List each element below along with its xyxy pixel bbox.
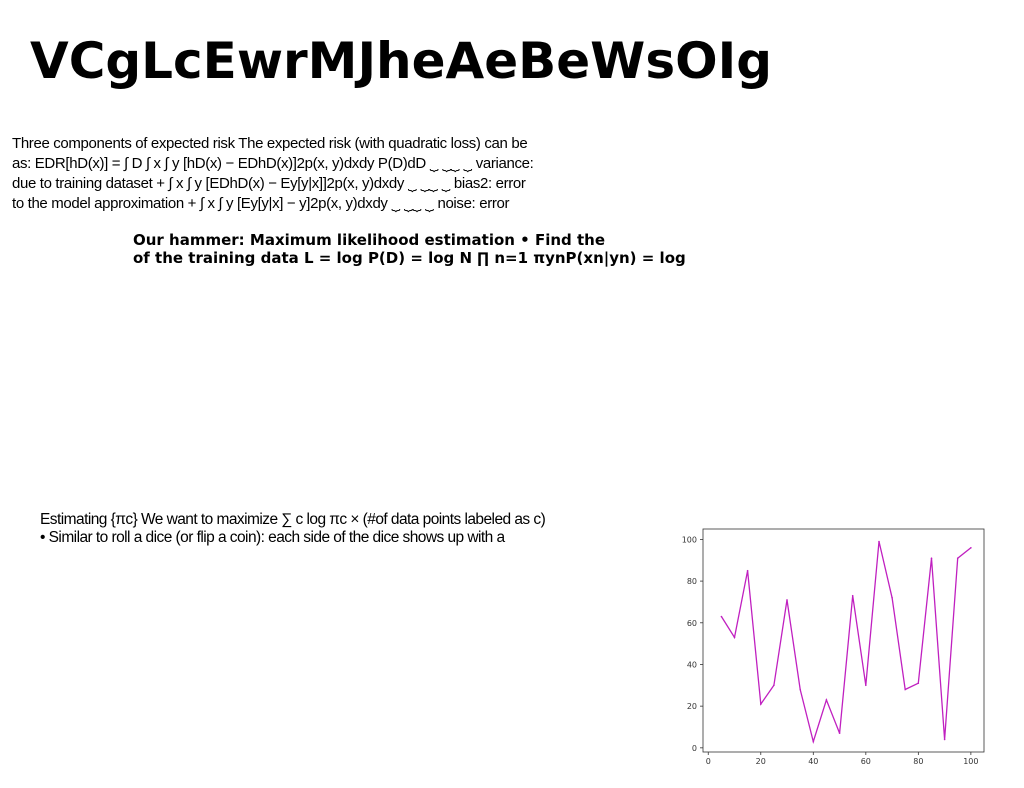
chart-ticks: 0 20 40 60 80 100 0 20 40 60 80 100 (682, 535, 979, 766)
data-point (720, 615, 723, 618)
expected-risk-paragraph: Three components of expected risk The ex… (12, 135, 534, 212)
x-tick-label: 20 (756, 757, 766, 766)
maximum-likelihood-paragraph: Our hammer: Maximum likelihood estimatio… (133, 231, 686, 267)
series-line (720, 541, 972, 744)
x-tick-label: 100 (963, 757, 978, 766)
data-point (878, 540, 880, 543)
data-point (917, 682, 920, 684)
x-tick-label: 0 (706, 757, 711, 766)
data-point (799, 688, 801, 691)
y-tick-label: 60 (687, 619, 697, 628)
x-tick-label: 60 (861, 757, 871, 766)
y-tick-label: 100 (682, 535, 697, 544)
data-point (733, 636, 736, 639)
y-tick-label: 40 (687, 660, 697, 669)
data-points (720, 540, 972, 743)
data-point (970, 547, 972, 549)
y-tick-label: 20 (687, 702, 697, 711)
data-point (825, 699, 828, 701)
y-tick-label: 80 (687, 577, 697, 586)
line-chart: 0 20 40 60 80 100 0 20 40 60 80 100 (682, 528, 985, 766)
page-title: VCgLcEwrMJheAeBeWsOIg (30, 32, 772, 90)
data-point (956, 557, 959, 559)
data-point (865, 684, 867, 687)
data-point (760, 703, 762, 705)
data-point (773, 684, 775, 687)
data-point (930, 557, 933, 559)
y-tick-label: 0 (692, 744, 697, 753)
data-point (746, 569, 749, 572)
plot-frame (702, 528, 985, 753)
data-point (838, 732, 841, 734)
data-point (786, 599, 788, 601)
data-point (904, 688, 906, 691)
x-tick-label: 80 (913, 757, 923, 766)
data-point (943, 738, 946, 741)
data-point (851, 594, 854, 597)
x-tick-label: 40 (808, 757, 818, 766)
data-point (891, 597, 893, 599)
data-point (812, 740, 815, 743)
estimating-pi-paragraph: Estimating {πc} We want to maximize ∑ c … (40, 511, 546, 546)
